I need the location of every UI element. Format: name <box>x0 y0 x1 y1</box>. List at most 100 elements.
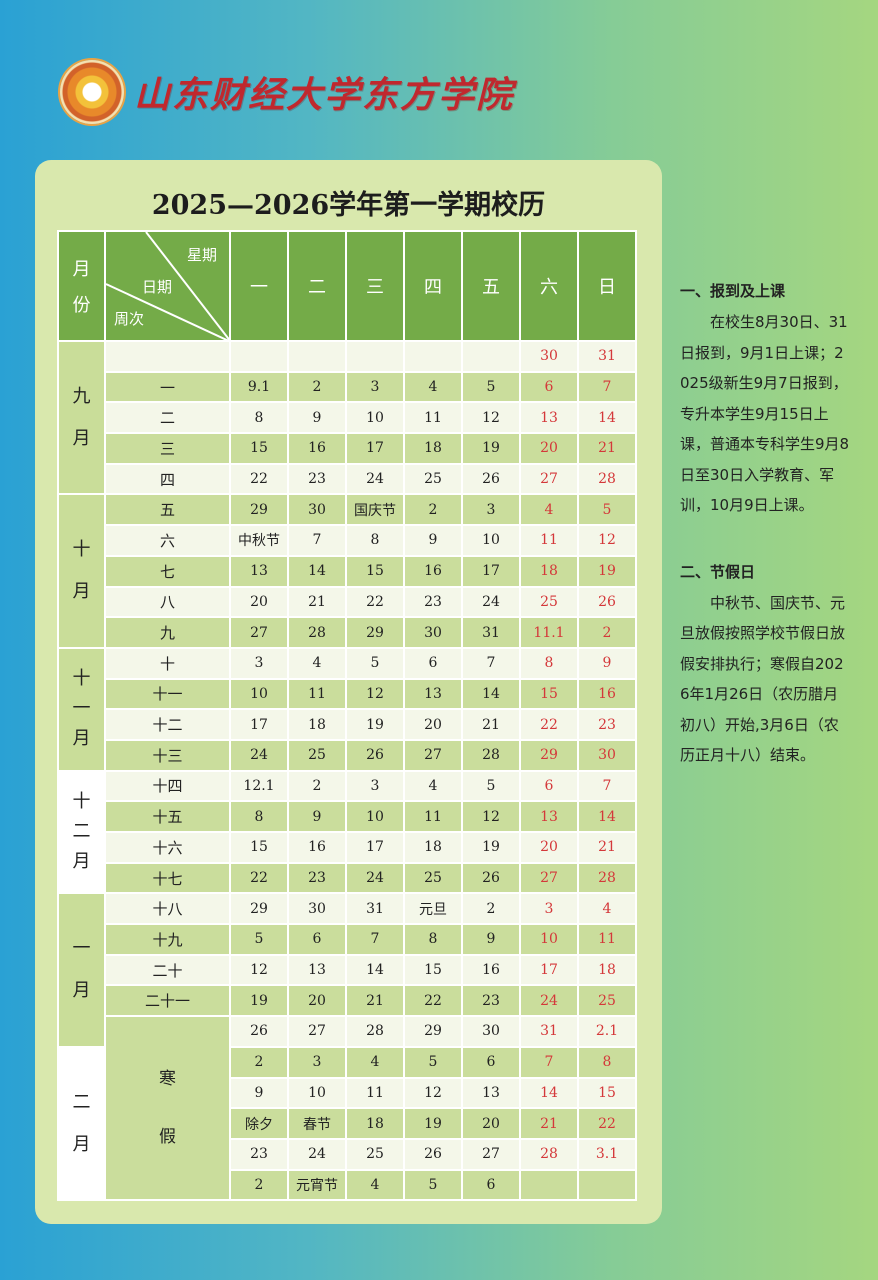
date-cell: 3 <box>345 769 405 803</box>
date-cell: 4 <box>403 769 463 803</box>
table-row: 除夕 春节 18 19 20 21 22 <box>58 1107 637 1140</box>
weekend-date-cell: 6 <box>519 769 579 803</box>
weekend-date-cell: 15 <box>577 1076 637 1110</box>
weekend-date-cell: 3.1 <box>577 1137 637 1171</box>
week-number-cell: 一 <box>104 370 231 404</box>
date-cell: 22 <box>229 462 289 496</box>
date-cell: 11 <box>287 677 347 711</box>
weekend-date-cell: 7 <box>577 769 637 803</box>
date-cell: 9 <box>403 524 463 557</box>
weekend-date-cell: 21 <box>577 831 637 864</box>
date-cell: 27 <box>229 616 289 649</box>
date-cell: 24 <box>287 1137 347 1171</box>
date-cell: 30 <box>461 1015 521 1048</box>
date-cell: 8 <box>229 800 289 833</box>
date-cell: 12 <box>345 677 405 711</box>
date-cell: 春节 <box>287 1107 347 1140</box>
table-row: 七 13 14 15 16 17 18 19 <box>58 554 637 588</box>
date-cell: 29 <box>345 616 405 649</box>
date-cell: 24 <box>461 585 521 619</box>
date-cell: 25 <box>403 861 463 895</box>
month-cell: 十月 <box>57 493 106 649</box>
date-cell: 31 <box>461 616 521 649</box>
date-cell: 12 <box>229 953 289 987</box>
table-row: 九月 30 31 <box>57 339 637 496</box>
table-row: 寒假 26 27 28 29 30 31 2.1 <box>58 1015 637 1202</box>
date-cell: 20 <box>229 585 289 619</box>
weekend-date-cell: 21 <box>519 1107 579 1140</box>
week-number-cell: 十一 <box>104 677 231 711</box>
week-number-cell: 五 <box>104 493 231 527</box>
weekend-date-cell: 20 <box>519 432 579 465</box>
table-row: 十七 22 23 24 25 26 27 28 <box>58 861 637 895</box>
weekend-date-cell: 18 <box>519 554 579 588</box>
month-cell: 九月 <box>57 339 106 496</box>
date-cell: 20 <box>461 1107 521 1140</box>
date-cell: 16 <box>287 831 347 864</box>
header-corner: 星期 日期 周次 <box>104 230 231 342</box>
date-cell: 19 <box>345 708 405 741</box>
weekend-date-cell: 4 <box>577 892 637 926</box>
date-cell: 5 <box>461 370 521 404</box>
date-cell: 23 <box>461 984 521 1018</box>
table-row: 二十 12 13 14 15 16 17 18 <box>58 953 637 987</box>
weekend-date-cell: 17 <box>519 953 579 987</box>
date-cell: 8 <box>229 401 289 435</box>
date-cell: 16 <box>403 554 463 588</box>
date-cell: 3 <box>461 493 521 527</box>
header-day-sat: 六 <box>519 230 579 342</box>
table-row: 二 8 9 10 11 12 13 14 <box>58 401 637 435</box>
month-char: 一 <box>72 698 91 720</box>
date-cell: 15 <box>229 831 289 864</box>
weekend-date-cell: 8 <box>577 1045 637 1079</box>
weekend-date-cell: 6 <box>519 370 579 404</box>
header-date-label: 日期 <box>142 278 173 296</box>
month-char: 月 <box>72 851 91 872</box>
week-number-cell: 六 <box>104 524 231 557</box>
month-cell: 一月 <box>57 892 106 1048</box>
date-cell: 4 <box>345 1168 405 1202</box>
date-cell: 5 <box>403 1168 463 1202</box>
date-cell: 10 <box>287 1076 347 1110</box>
weekend-date-cell <box>519 1168 579 1202</box>
date-cell: 18 <box>403 831 463 864</box>
date-cell: 21 <box>345 984 405 1018</box>
table-row: 十二 17 18 19 20 21 22 23 <box>58 708 637 741</box>
school-header: 山东财经大学东方学院 <box>60 58 514 126</box>
date-cell: 13 <box>461 1076 521 1110</box>
week-number-cell <box>104 340 231 373</box>
table-row: 十三 24 25 26 27 28 29 30 <box>58 738 637 772</box>
notes-section2-body: 中秋节、国庆节、元旦放假按照学校节假日放假安排执行；寒假自2026年1月26日（… <box>680 593 846 765</box>
date-cell: 9 <box>287 401 347 435</box>
date-cell: 24 <box>345 462 405 496</box>
date-cell: 29 <box>403 1015 463 1048</box>
date-cell: 30 <box>403 616 463 649</box>
header-day-mon: 一 <box>229 230 289 342</box>
weekend-date-cell: 15 <box>519 677 579 711</box>
weekend-date-cell: 12 <box>577 524 637 557</box>
week-number-cell: 二 <box>104 401 231 435</box>
weekend-date-cell: 22 <box>577 1107 637 1140</box>
weekend-date-cell: 28 <box>519 1137 579 1171</box>
weekend-date-cell <box>577 1168 637 1202</box>
date-cell: 31 <box>345 892 405 926</box>
date-cell: 9 <box>229 1076 289 1110</box>
date-cell: 15 <box>345 554 405 588</box>
date-cell: 15 <box>229 432 289 465</box>
month-char: 十 <box>72 791 91 812</box>
date-cell: 15 <box>403 953 463 987</box>
date-cell <box>287 340 347 373</box>
week-number-cell: 十三 <box>104 738 231 772</box>
week-number-cell: 十五 <box>104 800 231 833</box>
date-cell: 国庆节 <box>345 493 405 527</box>
date-cell: 19 <box>461 831 521 864</box>
table-row: 9 10 11 12 13 14 15 <box>58 1076 637 1110</box>
date-cell: 22 <box>229 861 289 895</box>
table-row: 二十一 19 20 21 22 23 24 25 <box>58 984 637 1018</box>
week-number-cell: 九 <box>104 616 231 649</box>
date-cell <box>403 340 463 373</box>
date-cell: 13 <box>287 953 347 987</box>
notes-section2-title: 二、节假日 <box>680 562 756 581</box>
date-cell: 27 <box>461 1137 521 1171</box>
